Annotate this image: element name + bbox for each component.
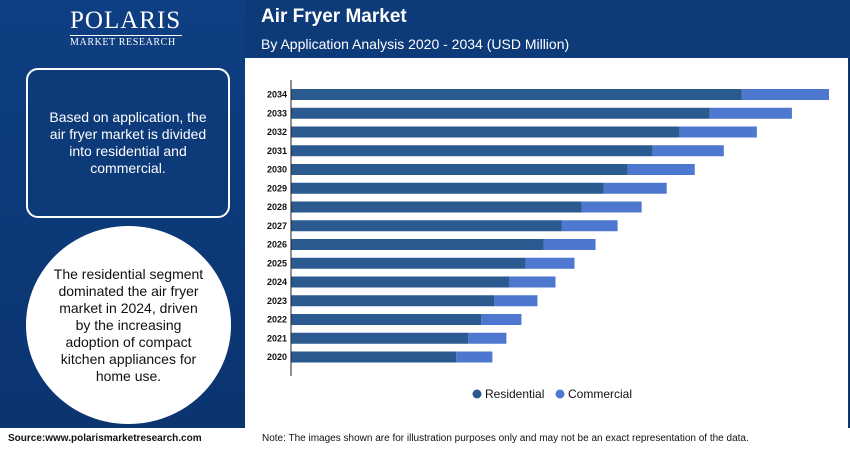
legend-marker-residential — [472, 389, 482, 399]
bar-residential-2022 — [291, 314, 482, 325]
bar-commercial-2027 — [561, 220, 618, 232]
bar-residential-2031 — [291, 145, 653, 157]
bar-residential-2026 — [291, 239, 544, 250]
year-label: 2023 — [267, 296, 287, 306]
source-text: Source:www.polarismarketresearch.com — [8, 433, 202, 444]
bar-commercial-2032 — [679, 126, 757, 138]
footer: Source:www.polarismarketresearch.com Not… — [0, 428, 850, 450]
bar-residential-2023 — [291, 295, 495, 307]
bar-commercial-2025 — [525, 257, 575, 269]
year-label: 2031 — [267, 146, 287, 156]
year-label: 2026 — [267, 240, 287, 250]
year-label: 2021 — [267, 333, 287, 343]
bar-residential-2029 — [291, 182, 604, 194]
bar-commercial-2028 — [581, 201, 642, 213]
bar-commercial-2021 — [468, 332, 507, 344]
chart-header: Air Fryer Market By Application Analysis… — [245, 0, 850, 58]
polaris-logo: POLARIS MARKET RESEARCH — [70, 8, 190, 48]
bar-residential-2025 — [291, 257, 526, 269]
year-label: 2028 — [267, 202, 287, 212]
bars-group — [291, 89, 829, 363]
note-text: Note: The images shown are for illustrat… — [262, 433, 749, 444]
year-label: 2032 — [267, 127, 287, 137]
year-label: 2022 — [267, 315, 287, 325]
highlight-circle: The residential segment dominated the ai… — [26, 226, 231, 424]
bar-residential-2020 — [291, 351, 457, 363]
year-label: 2030 — [267, 165, 287, 175]
highlight-circle-text: The residential segment dominated the ai… — [53, 265, 204, 384]
bar-residential-2032 — [291, 126, 680, 138]
brand-name: POLARIS — [70, 7, 182, 34]
sidebar: POLARIS MARKET RESEARCH Based on applica… — [0, 0, 245, 428]
bar-commercial-2030 — [627, 164, 695, 175]
info-box: Based on application, the air fryer mark… — [26, 68, 230, 218]
bar-residential-2034 — [291, 89, 742, 100]
year-label: 2024 — [267, 277, 287, 287]
year-label: 2034 — [267, 90, 287, 100]
legend: Residential Commercial — [472, 387, 632, 401]
year-label: 2025 — [267, 258, 287, 268]
bar-commercial-2020 — [456, 351, 493, 363]
bar-residential-2027 — [291, 220, 562, 232]
year-label: 2033 — [267, 108, 287, 118]
bar-commercial-2033 — [709, 107, 792, 119]
bar-residential-2028 — [291, 201, 582, 213]
bar-commercial-2026 — [543, 239, 596, 250]
year-label: 2029 — [267, 183, 287, 193]
bar-commercial-2031 — [652, 145, 724, 157]
year-labels: 2034 2033 2032 2031 2030 2029 2028 2027 2026 2025… — [267, 90, 287, 363]
bar-residential-2024 — [291, 276, 510, 288]
bar-commercial-2024 — [509, 276, 556, 288]
bar-commercial-2029 — [603, 182, 667, 194]
bar-commercial-2022 — [481, 314, 522, 325]
bar-chart: 2034 2033 2032 2031 2030 2029 2028 2027 2026 2025… — [267, 80, 829, 401]
legend-label-commercial: Commercial — [568, 387, 632, 401]
legend-label-residential: Residential — [485, 387, 544, 401]
chart-subtitle: By Application Analysis 2020 - 2034 (USD… — [261, 36, 570, 52]
chart-title: Air Fryer Market — [261, 6, 407, 27]
info-box-text: Based on application, the air fryer mark… — [49, 109, 207, 176]
bar-residential-2030 — [291, 164, 628, 175]
brand-tagline: MARKET RESEARCH — [70, 35, 182, 48]
year-label: 2027 — [267, 221, 287, 231]
year-label: 2020 — [267, 352, 287, 362]
bar-commercial-2034 — [741, 89, 829, 100]
bar-commercial-2023 — [494, 295, 538, 307]
bar-residential-2033 — [291, 107, 710, 119]
legend-marker-commercial — [555, 389, 565, 399]
bar-residential-2021 — [291, 332, 469, 344]
